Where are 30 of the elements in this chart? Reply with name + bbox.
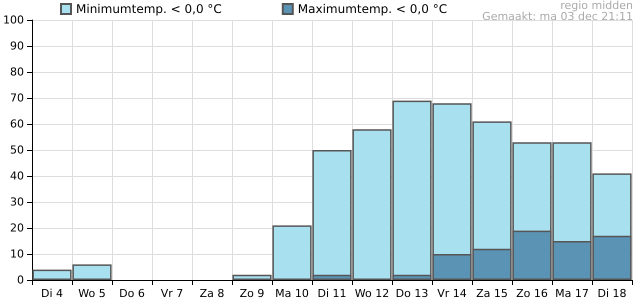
y-tick-label: 70 [10, 92, 24, 104]
x-tick-label: Wo 5 [78, 287, 106, 300]
y-tick-label: 0 [16, 274, 24, 286]
x-tick-label: Vr 14 [437, 287, 467, 300]
y-tick-label: 40 [10, 170, 24, 182]
x-tick-label: Za 15 [476, 287, 508, 300]
legend-label: Minimumtemp. < 0,0 °C [76, 2, 222, 16]
x-tick-label: Di 18 [597, 287, 627, 300]
x-tick-label: Za 8 [200, 287, 224, 300]
x-tick-label: Ma 17 [555, 287, 589, 300]
x-tick-label: Di 4 [40, 287, 64, 300]
x-tick-label: Zo 16 [516, 287, 548, 300]
y-tick-label: 100 [2, 14, 24, 26]
annotation: Gemaakt: ma 03 dec 21:11 [482, 10, 633, 23]
x-tick-label: Do 6 [119, 287, 145, 300]
y-tick-label: 10 [10, 248, 24, 260]
y-tick-label: 30 [10, 196, 24, 208]
x-tick-label: Wo 12 [354, 287, 390, 300]
legend-label: Maximumtemp. < 0,0 °C [298, 2, 448, 16]
x-tick-label: Zo 9 [240, 287, 264, 300]
y-tick-label: 60 [10, 118, 24, 130]
text: regio midden [560, 0, 634, 12]
y-tick-label: 90 [10, 40, 24, 52]
y-tick-label: 20 [10, 222, 24, 234]
y-tick-label: 80 [10, 66, 24, 78]
y-tick-label: 50 [10, 144, 24, 156]
x-tick-label: Di 11 [317, 287, 347, 300]
x-tick-label: Do 13 [396, 287, 428, 300]
x-tick-label: Ma 10 [275, 287, 309, 300]
x-tick-label: Vr 7 [160, 287, 184, 300]
